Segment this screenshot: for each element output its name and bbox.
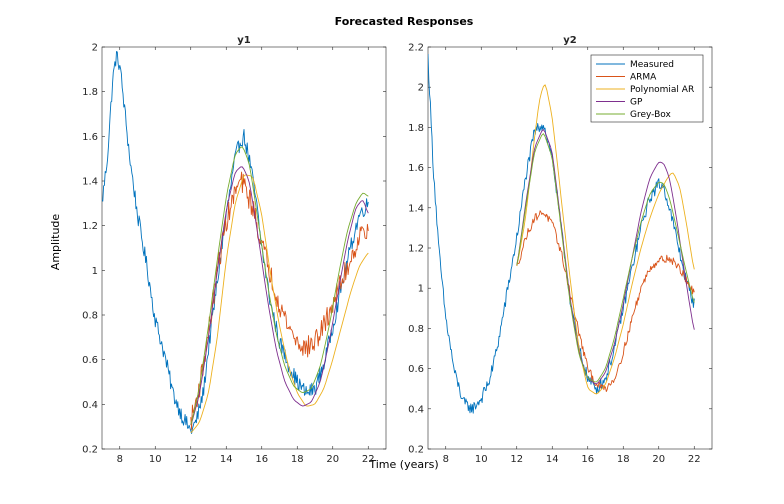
series-line-y1-measured	[102, 51, 369, 434]
legend-label: ARMA	[630, 73, 657, 83]
x-tick-label: 16	[255, 454, 268, 465]
y-tick-label: 2	[418, 83, 424, 94]
y-tick-label: 0.8	[82, 311, 98, 322]
legend-label: GP	[630, 98, 643, 108]
y-tick-label: 1.6	[408, 163, 424, 174]
legend-label: Polynomial AR	[630, 85, 694, 95]
y-tick-label: 0.6	[82, 355, 98, 366]
x-tick-label: 16	[581, 454, 594, 465]
x-axis-label: Time (years)	[368, 458, 438, 471]
x-tick-label: 10	[475, 454, 488, 465]
y-tick-label: 1.8	[82, 87, 98, 98]
series-group-y2	[428, 53, 695, 414]
x-tick-label: 22	[688, 454, 701, 465]
x-tick-label: 12	[184, 454, 197, 465]
y-tick-label: 1.8	[408, 123, 424, 134]
series-line-y1-polynomial-ar	[190, 174, 369, 434]
x-tick-label: 8	[443, 454, 449, 465]
x-tick-label: 22	[362, 454, 375, 465]
y-tick-label: 0.2	[408, 445, 424, 456]
axes-y1: y1 8 10 12 14 16 18 20 22 0.2 0.4 0.6 0.8 1 1.2 1.4 1.6 1…	[82, 35, 387, 465]
y-tick-label: 0.4	[82, 400, 98, 411]
legend: Measured ARMA Polynomial AR GP Grey-Box	[590, 54, 704, 123]
y-tick-label: 1.6	[82, 132, 98, 143]
x-tick-label: 20	[652, 454, 665, 465]
x-tick-label: 8	[117, 454, 123, 465]
x-tick-label: 20	[326, 454, 339, 465]
x-tick-label: 10	[149, 454, 162, 465]
y-tick-label: 1.2	[408, 244, 424, 255]
y-tick-label: 1.4	[82, 177, 98, 188]
figure-title: Forecasted Responses	[335, 15, 474, 28]
series-line-y1-gp	[190, 166, 369, 426]
series-line-y1-grey-box	[190, 146, 369, 425]
y-tick-label: 0.8	[408, 324, 424, 335]
x-tick-label: 18	[617, 454, 630, 465]
series-line-y2-gp	[516, 129, 695, 385]
y-axis-label: Amplitude	[49, 214, 62, 271]
axes-container: y18 10 12 14 16 18 20 220.20.40.60.811.21.41.61…	[82, 35, 713, 465]
x-tick-label: 18	[291, 454, 304, 465]
axes-title-y1: y1	[237, 35, 251, 46]
legend-label: Measured	[630, 60, 674, 70]
y-tick-label: 0.6	[408, 364, 424, 375]
series-line-y2-arma	[516, 210, 695, 393]
y-tick-label: 0.4	[408, 404, 424, 415]
series-group-y1	[102, 51, 369, 434]
x-tick-label: 14	[220, 454, 233, 465]
y-tick-label: 1	[418, 284, 424, 295]
series-line-y2-grey-box	[516, 133, 695, 383]
x-tick-label: 12	[510, 454, 523, 465]
y-tick-label: 0.2	[82, 445, 98, 456]
legend-box	[590, 54, 704, 123]
x-tick-label: 14	[546, 454, 559, 465]
series-line-y2-polynomial-ar	[516, 84, 695, 395]
y-tick-label: 1.4	[408, 203, 424, 214]
legend-label: Grey-Box	[630, 110, 672, 120]
axes-box-y1	[101, 46, 387, 450]
axes-title-y2: y2	[563, 35, 577, 46]
y-tick-label: 1	[92, 266, 98, 277]
y-tick-label: 2	[92, 43, 98, 54]
y-tick-label: 2.2	[408, 43, 424, 54]
y-tick-label: 1.2	[82, 221, 98, 232]
